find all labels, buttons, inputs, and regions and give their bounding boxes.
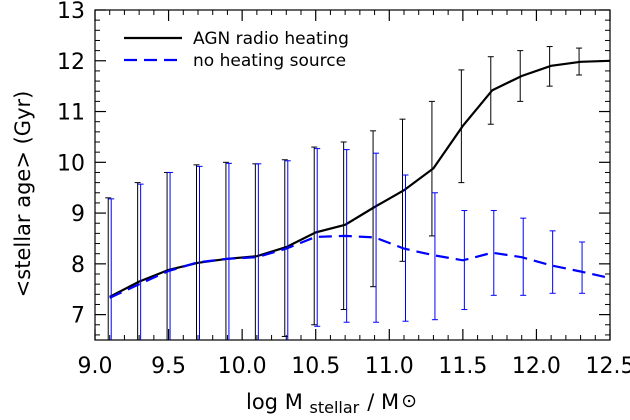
legend-label: no heating source <box>193 51 346 71</box>
series-agn-radio-heating <box>105 46 611 340</box>
y-axis-label: <stellar age> (Gyr) <box>11 91 35 298</box>
y-tick-label: 13 <box>57 0 85 24</box>
solar-mass-symbol <box>402 394 416 408</box>
x-tick-label: 11.5 <box>438 354 487 379</box>
x-tick-label: 12.5 <box>586 354 630 379</box>
legend-label: AGN radio heating <box>193 29 349 49</box>
series-line <box>109 234 611 299</box>
x-tick-label: 10.0 <box>218 354 267 379</box>
x-tick-label: 9.0 <box>78 354 113 379</box>
x-tick-label: 11.0 <box>365 354 414 379</box>
y-tick-label: 11 <box>57 101 85 126</box>
plot-frame <box>94 9 611 341</box>
x-tick-label: 9.5 <box>151 354 186 379</box>
y-tick-label: 12 <box>57 50 85 75</box>
x-tick-label: 12.0 <box>512 354 561 379</box>
y-tick-label: 8 <box>71 253 85 278</box>
y-tick-label: 9 <box>71 202 85 227</box>
y-tick-label: 7 <box>71 304 85 329</box>
series-no-heating-source <box>108 148 611 340</box>
y-tick-label: 10 <box>57 151 85 176</box>
x-axis-label: log M stellar / M <box>246 390 399 417</box>
x-tick-label: 10.5 <box>291 354 340 379</box>
